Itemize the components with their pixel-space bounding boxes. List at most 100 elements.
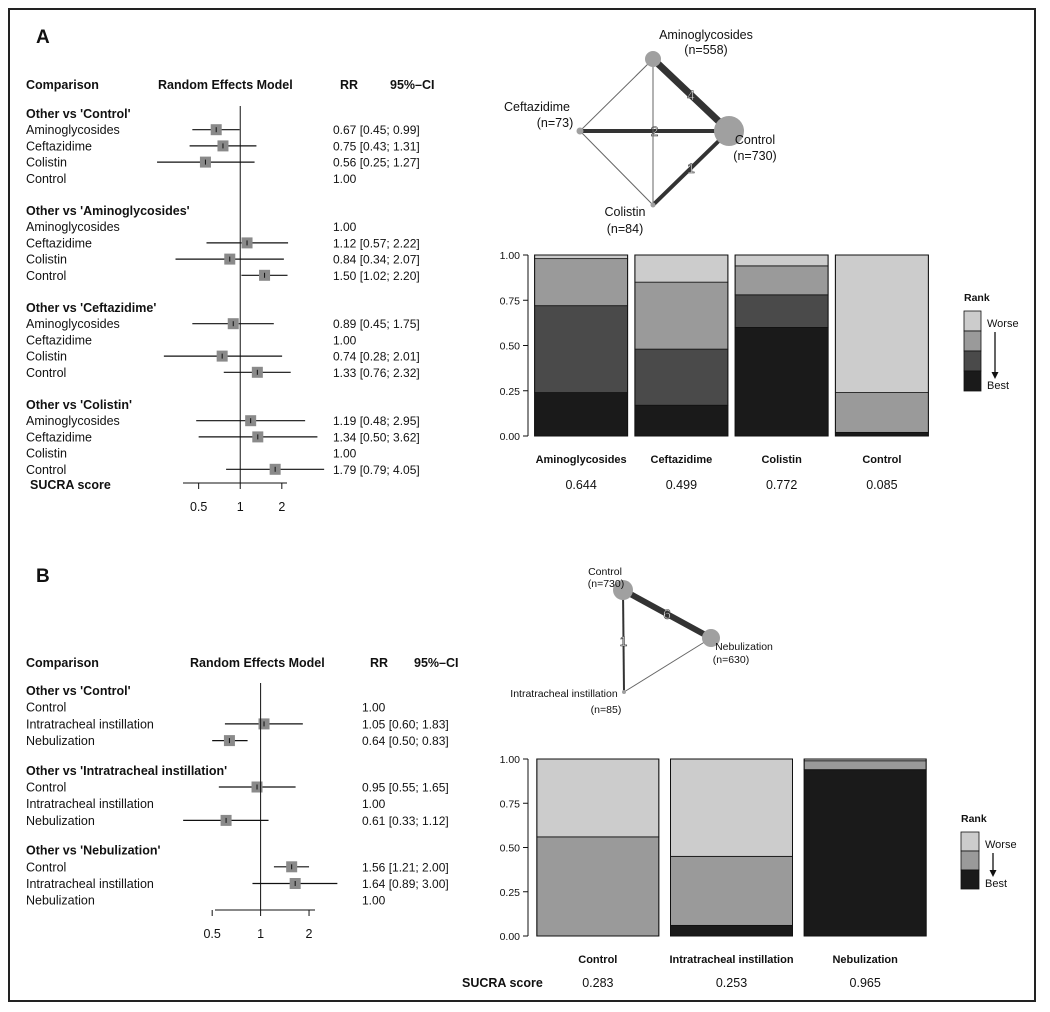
forest-row-label: Intratracheal instillation <box>26 797 154 811</box>
forest-row-estimate: 0.84 [0.34; 2.07] <box>333 253 420 267</box>
rank-bar-segment-worse <box>734 254 829 267</box>
sucra-score-label: SUCRA score <box>462 976 543 990</box>
forest-row-label: Control <box>26 269 66 283</box>
rank-bar-segment-rank-2 <box>536 836 660 937</box>
network-edge-study-count: 1 <box>620 633 628 649</box>
rank-x-category-label: Control <box>578 954 617 966</box>
forest-row-estimate: 1.00 <box>333 172 357 186</box>
network-edge-study-count: 4 <box>687 87 695 103</box>
rank-legend-swatch <box>963 350 982 372</box>
forest-row-label: Nebulization <box>26 814 95 828</box>
rank-bar-segment-best <box>803 769 927 937</box>
rank-bar-segment-best <box>734 326 829 437</box>
forest-row-estimate: 1.05 [0.60; 1.83] <box>362 717 449 731</box>
network-node-label: Colistin <box>605 205 646 219</box>
forest-row-estimate: 0.74 [0.28; 2.01] <box>333 350 420 364</box>
rank-bar-segment-best <box>834 431 929 437</box>
rank-bar-segment-rank-2 <box>670 855 793 926</box>
forest-row-label: Colistin <box>26 350 67 364</box>
rank-legend-best-label: Best <box>987 380 1009 392</box>
network-node-count: (n=558) <box>684 43 727 57</box>
forest-row-label: Ceftazidime <box>26 236 92 250</box>
forest-header-ci: 95%–CI <box>414 656 458 670</box>
forest-row-label: Nebulization <box>26 894 95 908</box>
forest-group-title: Other vs 'Control' <box>26 684 131 698</box>
rank-bar-segment-best <box>670 924 793 937</box>
network-node-colistin <box>650 202 656 208</box>
forest-row-label: Control <box>26 860 66 874</box>
sucra-score-value: 0.965 <box>850 976 881 990</box>
forest-row-label: Nebulization <box>26 734 95 748</box>
network-edge-intratracheal-nebulization <box>623 637 712 693</box>
rank-bar-segment-rank-2 <box>634 348 729 406</box>
forest-row-label: Control <box>26 463 66 477</box>
forest-row-estimate: 1.64 [0.89; 3.00] <box>362 877 449 891</box>
network-node-count: (n=85) <box>591 704 622 716</box>
forest-row-estimate: 0.67 [0.45; 0.99] <box>333 123 420 137</box>
rank-y-tick-label: 0.00 <box>500 931 521 943</box>
rank-x-category-label: Control <box>862 454 901 466</box>
network-node-count: (n=730) <box>588 578 624 590</box>
forest-row-label: Ceftazidime <box>26 139 92 153</box>
rank-bar-segment-rank-3 <box>634 281 729 350</box>
rank-x-category-label: Ceftazidime <box>651 454 713 466</box>
forest-axis-tick-label: 1 <box>257 927 264 941</box>
rank-bar-outline <box>534 254 629 437</box>
network-node-label: Ceftazidime <box>504 100 570 114</box>
rank-y-tick-label: 0.75 <box>500 798 521 810</box>
forest-axis-tick-label: 0.5 <box>203 927 220 941</box>
forest-group-title: Other vs 'Control' <box>26 107 131 121</box>
network-node-label: Control <box>735 133 775 147</box>
forest-header-model: Random Effects Model <box>158 78 293 92</box>
network-node-label: Nebulization <box>715 641 773 653</box>
forest-row-estimate: 1.19 [0.48; 2.95] <box>333 414 420 428</box>
forest-row-estimate: 1.50 [1.02; 2.20] <box>333 269 420 283</box>
forest-row-label: Control <box>26 701 66 715</box>
rank-bar-segment-best <box>534 392 629 437</box>
network-node-label: Intratracheal instillation <box>510 688 618 700</box>
network-edge-aminoglycosides-control <box>650 56 732 134</box>
rank-legend-swatch <box>960 869 980 890</box>
rank-legend-swatch <box>960 831 980 852</box>
forest-row-estimate: 0.64 [0.50; 0.83] <box>362 734 449 748</box>
forest-axis-tick-label: 2 <box>306 927 313 941</box>
forest-row-label: Aminoglycosides <box>26 220 120 234</box>
forest-axis-tick-label: 2 <box>278 500 285 514</box>
forest-header-comparison: Comparison <box>26 78 99 92</box>
figure-frame <box>8 8 1036 1002</box>
forest-row-label: Intratracheal instillation <box>26 717 154 731</box>
forest-header-rr: RR <box>370 656 388 670</box>
forest-group-title: Other vs 'Intratracheal instillation' <box>26 764 227 778</box>
network-edge-study-count: 1 <box>687 160 695 176</box>
forest-row-label: Aminoglycosides <box>26 317 120 331</box>
network-node-label: Control <box>588 566 622 578</box>
forest-row-label: Intratracheal instillation <box>26 877 154 891</box>
rank-bar-segment-rank-2 <box>734 294 829 328</box>
rank-x-category-label: Intratracheal instillation <box>669 954 793 966</box>
forest-row-estimate: 1.00 <box>333 220 357 234</box>
rank-bar-segment-worse <box>534 254 629 260</box>
forest-row-label: Ceftazidime <box>26 430 92 444</box>
panel-label-A: A <box>36 27 50 48</box>
forest-row-estimate: 1.56 [1.21; 2.00] <box>362 860 449 874</box>
forest-header-ci: 95%–CI <box>390 78 434 92</box>
forest-row-estimate: 1.00 <box>362 797 386 811</box>
rank-bar-segment-rank-3 <box>834 392 929 433</box>
rank-y-tick-label: 0.75 <box>500 295 521 307</box>
network-edge-colistin-control <box>651 129 731 207</box>
rank-legend-swatch <box>963 310 982 332</box>
forest-row-label: Control <box>26 366 66 380</box>
sucra-score-value: 0.644 <box>565 478 596 492</box>
rank-bar-segment-best <box>634 404 729 437</box>
forest-axis-tick-label: 1 <box>237 500 244 514</box>
forest-row-estimate: 1.79 [0.79; 4.05] <box>333 463 420 477</box>
rank-x-category-label: Aminoglycosides <box>536 454 627 466</box>
rank-y-tick-label: 1.00 <box>500 754 521 766</box>
forest-header-comparison: Comparison <box>26 656 99 670</box>
rank-legend-arrow-head <box>989 870 997 877</box>
forest-row-estimate: 0.89 [0.45; 1.75] <box>333 317 420 331</box>
rank-legend-worse-label: Worse <box>985 839 1017 851</box>
rank-y-tick-label: 0.25 <box>500 386 521 398</box>
rank-legend-swatch <box>963 370 982 392</box>
